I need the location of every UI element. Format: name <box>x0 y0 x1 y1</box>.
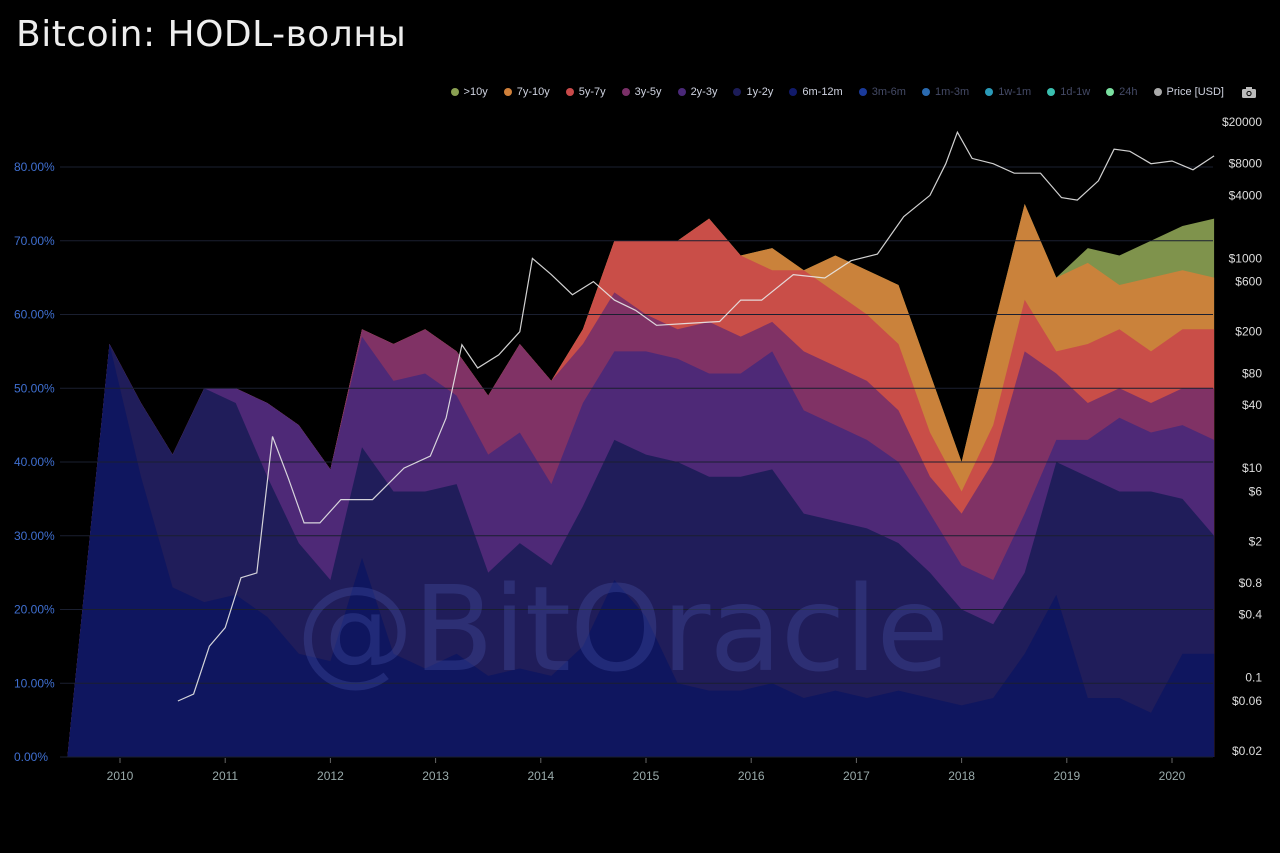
y-axis-right: $0.02 $0.06 0.1 $0.4 $0.8 $2 $6 $10 $40 $80 $200 $6… <box>1222 115 1262 758</box>
y-left-tick-label: 70.00% <box>14 234 55 248</box>
legend-dot-icon <box>1047 88 1056 96</box>
legend-dot-icon <box>503 88 512 96</box>
y-left-tick-label: 0.00% <box>14 750 48 764</box>
y-right-tick-label: $2 <box>1249 534 1263 548</box>
legend-dot-icon <box>677 88 686 96</box>
camera-icon[interactable] <box>1242 86 1256 98</box>
legend-item-9[interactable]: 1w-1m <box>985 86 1031 98</box>
x-tick-label: 2019 <box>1053 769 1080 783</box>
legend-label: 6m-12m <box>802 86 843 98</box>
legend-label: 2y-3y <box>690 86 718 98</box>
legend-dot-icon <box>733 88 742 96</box>
legend-label: 24h <box>1119 86 1138 98</box>
x-tick-label: 2012 <box>317 769 344 783</box>
legend-dot-icon <box>858 88 867 96</box>
y-right-tick-label: 0.1 <box>1245 671 1262 685</box>
legend-item-4[interactable]: 2y-3y <box>677 86 718 98</box>
y-left-tick-label: 80.00% <box>14 160 55 174</box>
y-right-tick-label: $6 <box>1249 484 1263 498</box>
legend-label: 3y-5y <box>634 86 662 98</box>
y-left-tick-label: 20.00% <box>14 603 55 617</box>
legend-label: 1d-1w <box>1060 86 1091 98</box>
y-right-tick-label: $20000 <box>1222 115 1262 129</box>
x-tick-label: 2018 <box>948 769 975 783</box>
y-right-tick-label: $10 <box>1242 461 1262 475</box>
y-left-tick-label: 10.00% <box>14 676 55 690</box>
x-tick-label: 2014 <box>527 769 554 783</box>
legend-dot-icon <box>621 88 630 96</box>
x-tick-label: 2016 <box>738 769 765 783</box>
legend-item-5[interactable]: 1y-2y <box>733 86 773 98</box>
legend-label: 1w-1m <box>998 86 1032 98</box>
x-tick-label: 2017 <box>843 769 870 783</box>
x-axis: 2010 2011 2012 2013 2014 2015 2016 2017 2018 2019… <box>107 758 1186 783</box>
legend-item-11[interactable]: 24h <box>1106 86 1138 98</box>
legend-label: 1m-3m <box>934 86 970 98</box>
legend-item-1[interactable]: 7y-10y <box>503 86 550 98</box>
legend-item-0[interactable]: >10y <box>450 86 488 98</box>
legend-dot-icon <box>565 88 574 96</box>
legend-label: 7y-10y <box>516 86 550 98</box>
y-right-tick-label: $0.8 <box>1239 576 1263 590</box>
x-tick-label: 2020 <box>1159 769 1186 783</box>
page-title: Bitcoin: HODL-волны <box>16 14 407 55</box>
y-right-tick-label: $1000 <box>1229 251 1263 265</box>
legend-dot-icon <box>921 88 930 96</box>
legend-dot-icon <box>789 88 798 96</box>
legend-label: 3m-6m <box>871 86 906 98</box>
legend-dot-icon <box>985 88 994 96</box>
x-tick-label: 2013 <box>422 769 449 783</box>
price-line <box>177 130 1215 702</box>
y-right-tick-label: $40 <box>1242 398 1262 412</box>
y-right-tick-label: $0.02 <box>1232 744 1262 758</box>
y-axis-left: 0.00% 10.00% 20.00% 30.00% 40.00% 50.00% 60.00… <box>14 160 1213 764</box>
x-tick-label: 2015 <box>633 769 660 783</box>
y-left-tick-label: 30.00% <box>14 529 55 543</box>
y-right-tick-label: $200 <box>1235 325 1262 339</box>
y-left-tick-label: 50.00% <box>14 381 55 395</box>
y-right-tick-label: $8000 <box>1229 157 1263 171</box>
legend-dot-icon <box>450 88 459 96</box>
x-tick-label: 2011 <box>212 769 238 783</box>
y-right-tick-label: $4000 <box>1229 188 1263 202</box>
legend-dot-icon <box>1106 88 1115 96</box>
legend-label: Price [USD] <box>1166 86 1224 98</box>
y-right-tick-label: $600 <box>1235 275 1262 289</box>
area-6m-12m <box>67 344 1215 757</box>
legend-label: >10y <box>463 86 488 98</box>
legend-item-7[interactable]: 3m-6m <box>858 86 906 98</box>
y-left-tick-label: 40.00% <box>14 455 55 469</box>
y-right-tick-label: $0.06 <box>1232 694 1262 708</box>
legend-item-6[interactable]: 6m-12m <box>789 86 843 98</box>
watermark: @BitOracle <box>296 560 949 698</box>
price-line-group <box>177 130 1215 702</box>
legend-item-2[interactable]: 5y-7y <box>565 86 606 98</box>
legend-item-3[interactable]: 3y-5y <box>621 86 662 98</box>
legend-item-12[interactable]: Price [USD] <box>1153 86 1224 98</box>
x-tick-label: 2010 <box>107 769 134 783</box>
legend-label: 1y-2y <box>746 86 774 98</box>
legend-item-10[interactable]: 1d-1w <box>1047 86 1090 98</box>
area-layers <box>67 203 1215 758</box>
chart-legend: >10y 7y-10y 5y-7y 3y-5y 2y-3y 1y-2y 6m-12m 3m-6… <box>450 86 1256 98</box>
y-right-tick-label: $0.4 <box>1239 608 1263 622</box>
legend-dot-icon <box>1153 88 1162 96</box>
legend-label: 5y-7y <box>578 86 606 98</box>
y-right-tick-label: $80 <box>1242 366 1262 380</box>
legend-item-8[interactable]: 1m-3m <box>921 86 970 98</box>
y-left-tick-label: 60.00% <box>14 308 55 322</box>
